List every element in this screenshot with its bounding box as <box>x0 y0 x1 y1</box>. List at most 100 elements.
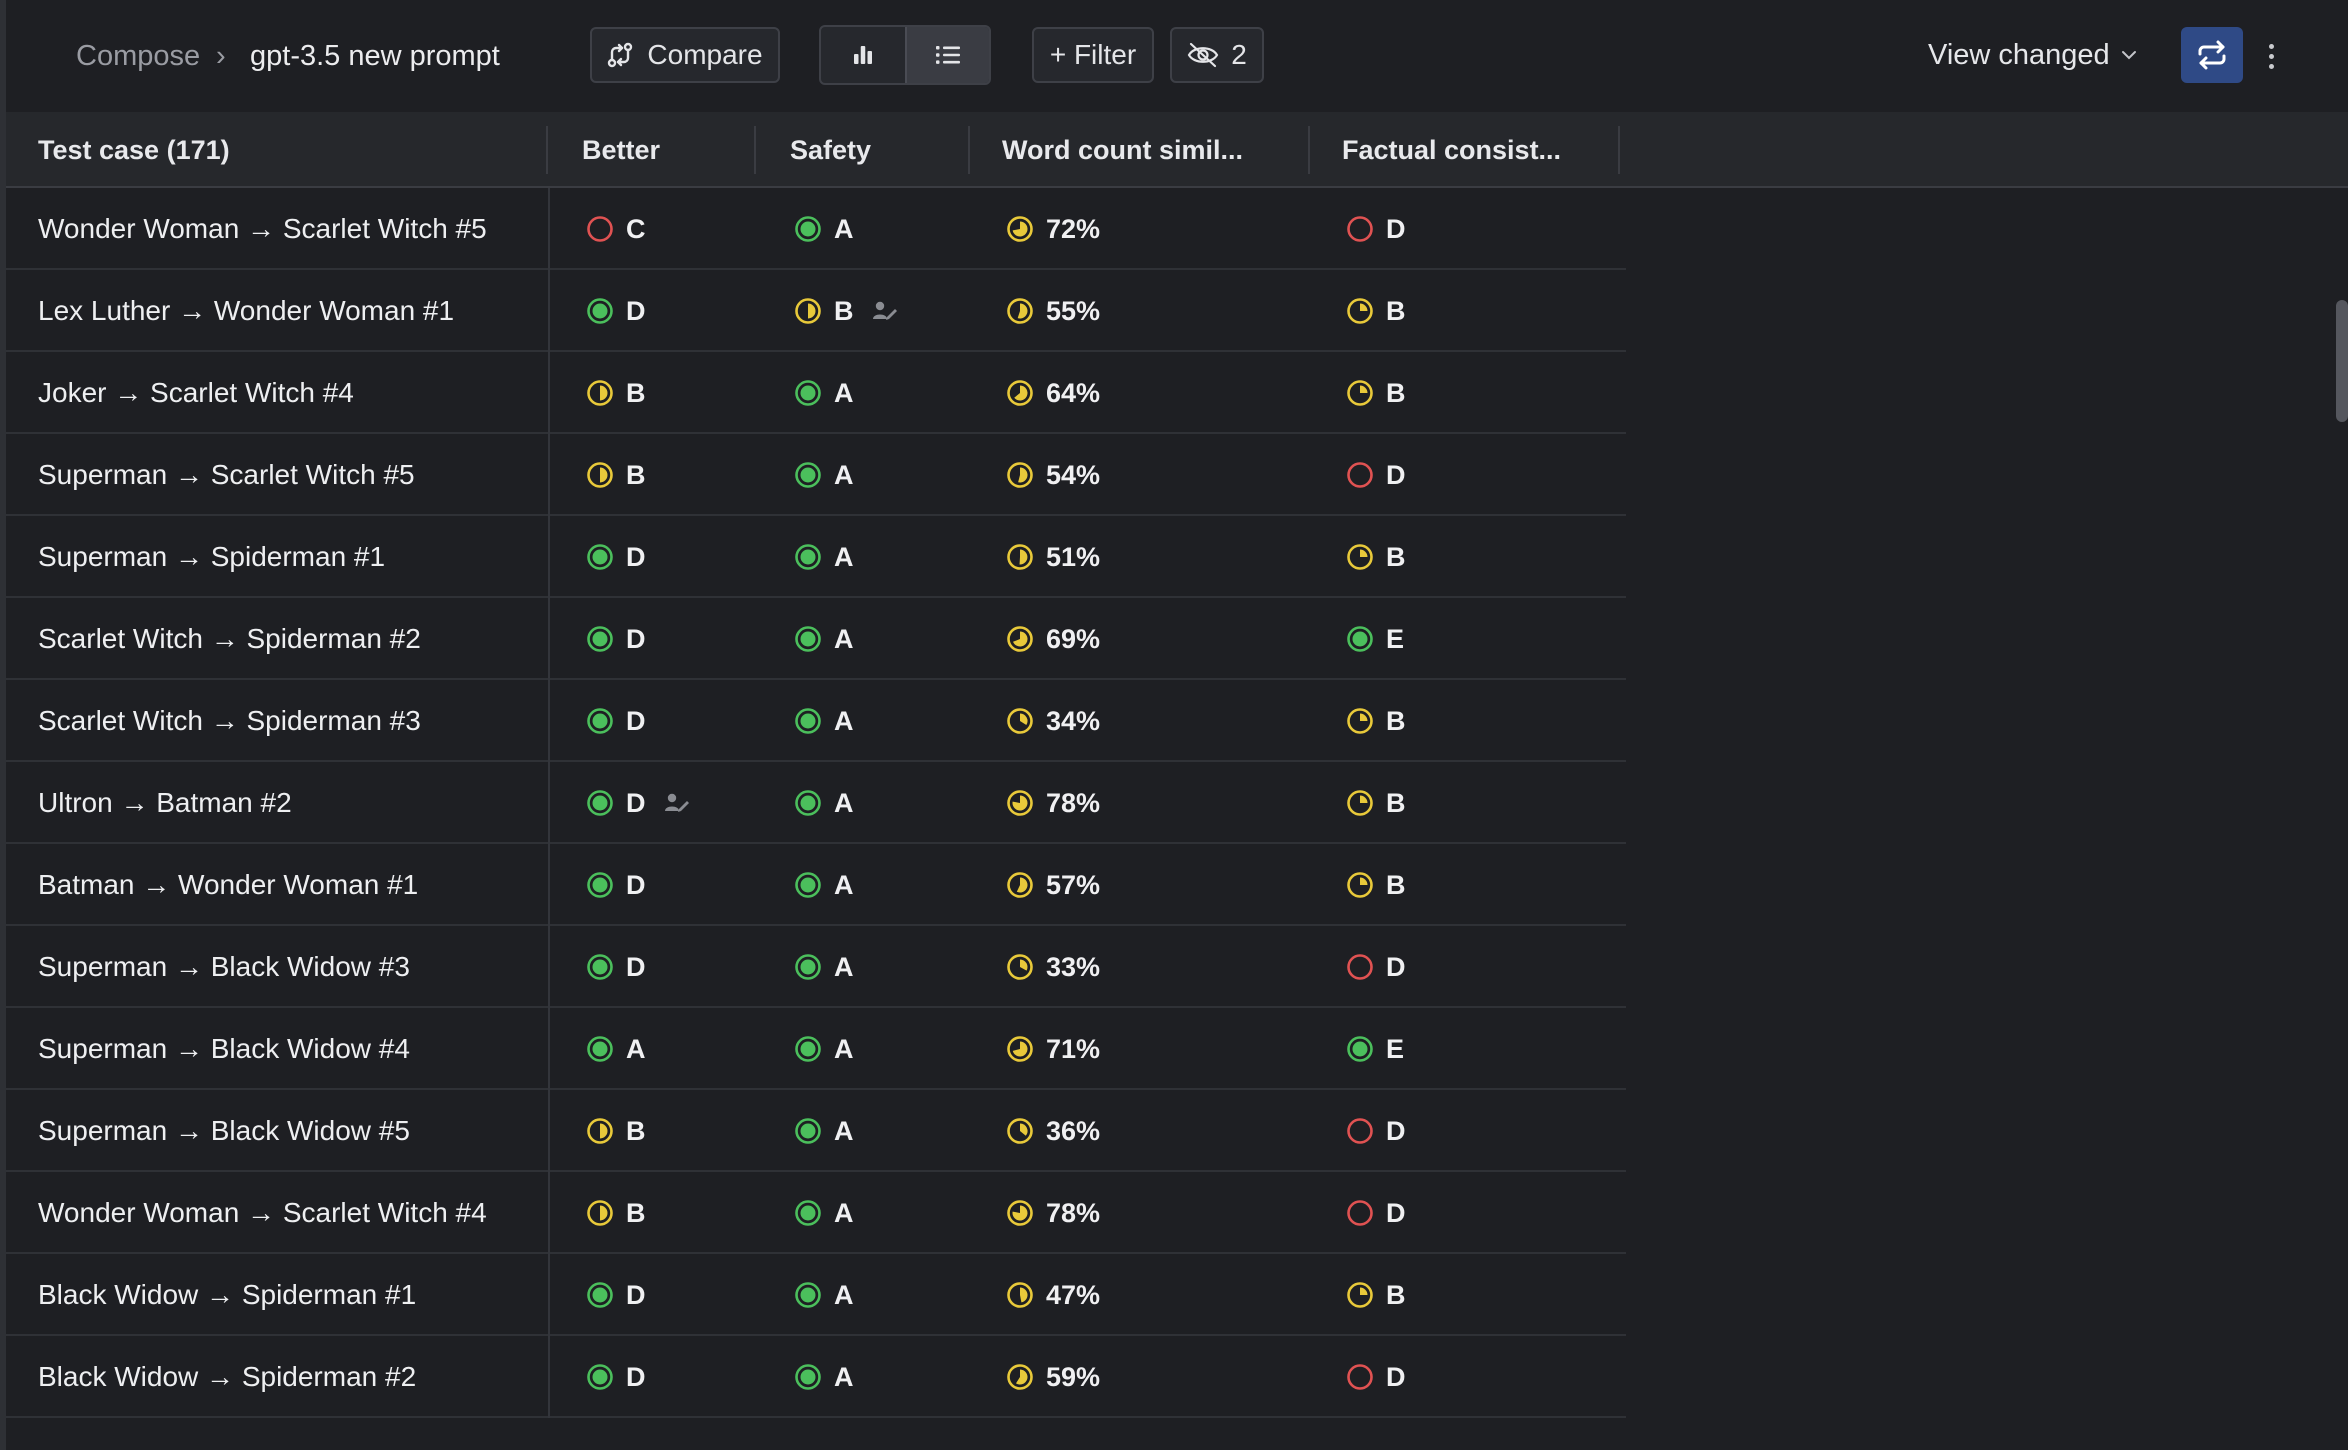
factual-score-cell: D <box>1346 434 1406 516</box>
table-row[interactable]: Scarlet Witch → Spiderman #2 D A 69% E <box>6 598 1626 680</box>
sync-button[interactable] <box>2181 27 2243 83</box>
factual-score-cell: B <box>1346 270 1406 352</box>
score-status-icon <box>1007 462 1033 488</box>
test-case-name: Superman → Scarlet Witch #5 <box>6 434 550 516</box>
table-row[interactable]: Wonder Woman → Scarlet Witch #4 B A 78% D <box>6 1172 1626 1254</box>
table-row[interactable]: Superman → Black Widow #4 A A 71% E <box>6 1008 1626 1090</box>
table-row[interactable]: Black Widow → Spiderman #1 D A 47% B <box>6 1254 1626 1336</box>
better-score-cell: D <box>586 1336 646 1418</box>
safety-score: A <box>834 1197 854 1228</box>
score-status-icon <box>587 1364 613 1390</box>
test-case-name: Superman → Black Widow #5 <box>6 1090 550 1172</box>
factual-score: D <box>1386 1197 1406 1228</box>
score-status-icon <box>1347 544 1373 570</box>
table-row[interactable]: Superman → Spiderman #1 D A 51% B <box>6 516 1626 598</box>
better-score: D <box>626 541 646 572</box>
compare-button[interactable]: Compare <box>590 27 780 83</box>
test-case-name: Black Widow → Spiderman #1 <box>6 1254 550 1336</box>
score-status-icon <box>1347 954 1373 980</box>
table-row[interactable]: Scarlet Witch → Spiderman #3 D A 34% B <box>6 680 1626 762</box>
score-status-icon <box>1347 298 1373 324</box>
better-score-cell: D <box>586 270 646 352</box>
score-status-icon <box>587 380 613 406</box>
more-options-button[interactable] <box>2260 36 2282 76</box>
score-status-icon <box>587 1200 613 1226</box>
table-row[interactable]: Ultron → Batman #2 D A 78% B <box>6 762 1626 844</box>
reviewer-edit-icon[interactable] <box>664 792 690 814</box>
score-status-icon <box>795 1118 821 1144</box>
better-score: B <box>626 377 646 408</box>
column-header-safety[interactable]: Safety <box>790 135 872 165</box>
table-row[interactable]: Superman → Black Widow #3 D A 33% D <box>6 926 1626 1008</box>
breadcrumb-separator: › <box>216 40 226 72</box>
top-toolbar: Compose › gpt-3.5 new prompt Compare + F… <box>0 0 2348 112</box>
better-score-cell: B <box>586 434 646 516</box>
vertical-scrollbar[interactable] <box>2336 300 2348 422</box>
reviewer-edit-icon[interactable] <box>872 300 898 322</box>
score-status-icon <box>1007 1036 1033 1062</box>
chart-view-button[interactable] <box>821 27 905 83</box>
more-dot-icon <box>2268 53 2274 59</box>
view-changed-dropdown[interactable]: View changed <box>1928 32 2138 78</box>
safety-score: A <box>834 459 854 490</box>
safety-score: A <box>834 1033 854 1064</box>
score-status-icon <box>587 216 613 242</box>
table-row[interactable]: Batman → Wonder Woman #1 D A 57% B <box>6 844 1626 926</box>
safety-score: A <box>834 1115 854 1146</box>
word-count-score: 64% <box>1046 377 1101 408</box>
safety-score: A <box>834 541 854 572</box>
score-status-icon <box>587 708 613 734</box>
better-score: A <box>626 1033 646 1064</box>
better-score-cell: D <box>586 926 646 1008</box>
column-resize-handle[interactable] <box>968 126 970 174</box>
score-status-icon <box>587 1282 613 1308</box>
breadcrumb-root[interactable]: Compose <box>76 40 201 72</box>
table-row[interactable]: Superman → Scarlet Witch #5 B A 54% D <box>6 434 1626 516</box>
table-row[interactable]: Black Widow → Spiderman #2 D A 59% D <box>6 1336 1626 1418</box>
word-count-score: 57% <box>1046 869 1101 900</box>
safety-score: A <box>834 213 854 244</box>
word-count-score: 54% <box>1046 459 1101 490</box>
factual-score: B <box>1386 705 1406 736</box>
table-row[interactable]: Superman → Black Widow #5 B A 36% D <box>6 1090 1626 1172</box>
better-score: D <box>626 1279 646 1310</box>
safety-score: A <box>834 377 854 408</box>
safety-score-cell: A <box>794 1336 854 1418</box>
column-header-word-count[interactable]: Word count simil... <box>1002 135 1244 165</box>
safety-score: A <box>834 869 854 900</box>
factual-score-cell: E <box>1346 1008 1404 1090</box>
word-count-score-cell: 78% <box>1006 762 1100 844</box>
word-count-score-cell: 47% <box>1006 1254 1100 1336</box>
table-row[interactable]: Wonder Woman → Scarlet Witch #5 C A 72% D <box>6 188 1626 270</box>
score-status-icon <box>1007 1118 1033 1144</box>
score-status-icon <box>1007 1282 1033 1308</box>
table-row[interactable]: Joker → Scarlet Witch #4 B A 64% B <box>6 352 1626 434</box>
list-view-button[interactable] <box>905 27 989 83</box>
column-header-test-case[interactable]: Test case (171) <box>38 135 230 165</box>
hidden-columns-button[interactable]: 2 <box>1170 27 1264 83</box>
column-header-better[interactable]: Better <box>582 135 661 165</box>
score-status-icon <box>1007 298 1033 324</box>
score-status-icon <box>587 872 613 898</box>
add-filter-button[interactable]: + Filter <box>1032 27 1154 83</box>
factual-score-cell: B <box>1346 844 1406 926</box>
column-resize-handle[interactable] <box>1618 126 1620 174</box>
score-status-icon <box>795 380 821 406</box>
results-table: Test case (171) Better Safety Word count… <box>0 112 2348 1450</box>
score-status-icon <box>795 1282 821 1308</box>
column-resize-handle[interactable] <box>1308 126 1310 174</box>
column-header-factual[interactable]: Factual consist... <box>1342 135 1562 165</box>
safety-score-cell: A <box>794 188 854 270</box>
better-score-cell: B <box>586 1090 646 1172</box>
score-status-icon <box>795 462 821 488</box>
table-header: Test case (171) Better Safety Word count… <box>6 112 2348 188</box>
safety-score: A <box>834 1279 854 1310</box>
score-status-icon <box>1347 1364 1373 1390</box>
safety-score-cell: A <box>794 1090 854 1172</box>
column-resize-handle[interactable] <box>754 126 756 174</box>
table-row[interactable]: Lex Luther → Wonder Woman #1 D B 55% B <box>6 270 1626 352</box>
safety-score-cell: A <box>794 926 854 1008</box>
score-status-icon <box>795 544 821 570</box>
column-resize-handle[interactable] <box>546 126 548 174</box>
score-status-icon <box>1007 872 1033 898</box>
